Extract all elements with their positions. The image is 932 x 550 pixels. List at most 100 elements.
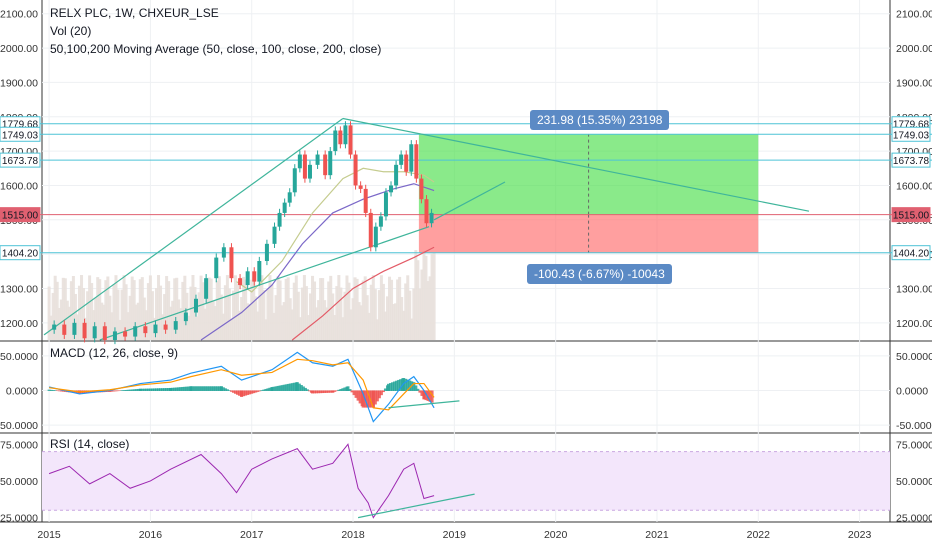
volume-bar (248, 304, 252, 340)
volume-bar (138, 279, 142, 340)
price-tick-label-left: 1200.00 (0, 318, 38, 330)
volume-bar (242, 276, 246, 340)
volume-bar (256, 311, 260, 340)
macd-histogram-bar (211, 386, 215, 391)
macd-histogram-bar (420, 390, 424, 396)
macd-histogram-bar (126, 389, 130, 391)
volume-bar (167, 281, 171, 340)
level-tag-left (0, 207, 41, 223)
macd-histogram-bar (122, 390, 126, 391)
macd-histogram-bar (358, 390, 362, 404)
candle-body (315, 154, 320, 165)
macd-histogram-bar (292, 382, 296, 391)
candle-body (173, 321, 178, 330)
level-label-right: 1673.78 (893, 156, 930, 167)
volume-bar (337, 275, 341, 340)
volume-bar (315, 307, 319, 340)
macd-histogram-bar (327, 390, 331, 393)
macd-histogram-bar (317, 390, 321, 394)
macd-histogram-bar (130, 389, 134, 391)
candle-body (277, 212, 282, 227)
volume-bar (430, 253, 434, 340)
volume-bar (406, 275, 410, 340)
macd-histogram-bar (284, 384, 288, 391)
volume-bar (246, 303, 250, 340)
macd-histogram-bar (286, 383, 290, 391)
macd-histogram-bar (163, 388, 167, 391)
macd-histogram-bar (225, 389, 229, 391)
volume-bar (288, 298, 292, 340)
candle-body (297, 154, 302, 169)
volume-bar (201, 282, 205, 340)
time-tick-label: 2019 (443, 529, 467, 541)
volume-bar (236, 283, 240, 340)
volume-bar (432, 252, 436, 340)
volume-bar (420, 269, 424, 340)
macd-histogram-bar (229, 390, 233, 392)
macd-tick-left: 0.0000 (6, 385, 38, 397)
volume-bar (274, 295, 278, 340)
rsi-tick-right: 50.0000 (896, 476, 932, 488)
macd-histogram-bar (418, 390, 422, 393)
volume-bar (114, 275, 118, 340)
volume-bar (426, 281, 430, 340)
volume-bar (108, 295, 112, 340)
volume-indicator-label: Vol (20) (50, 24, 92, 38)
volume-bar (183, 275, 187, 340)
volume-bar (215, 280, 219, 340)
macd-histogram-bar (280, 385, 284, 391)
volume-bar (165, 276, 169, 340)
macd-histogram-bar (391, 382, 395, 391)
volume-bar (102, 304, 106, 340)
candle-body (378, 216, 383, 227)
level-tag-right (891, 245, 931, 261)
volume-bar (351, 298, 355, 340)
macd-histogram-bar (197, 386, 201, 391)
volume-bar (187, 315, 191, 340)
macd-histogram-bar (352, 390, 356, 396)
macd-histogram-bar (71, 390, 75, 393)
volume-bar (244, 279, 248, 340)
macd-line (48, 351, 435, 423)
macd-histogram-bar (264, 388, 268, 391)
volume-bar (402, 310, 406, 340)
macd-histogram-bar (57, 390, 61, 392)
level-tag-right (891, 207, 931, 223)
volume-bar (424, 255, 428, 340)
price-tick-label-right: 1900.00 (896, 77, 932, 89)
macd-histogram-bar (297, 383, 301, 391)
candle-body (163, 324, 168, 330)
macd-histogram-bar (301, 386, 305, 391)
volume-bar (98, 279, 102, 340)
volume-bar (47, 286, 51, 340)
macd-histogram-bar (236, 390, 240, 395)
volume-bar (238, 310, 242, 340)
plot-background (42, 0, 890, 522)
volume-bar (175, 277, 179, 340)
volume-bar (341, 317, 345, 340)
macd-histogram-bar (142, 388, 146, 391)
volume-bar (142, 297, 146, 340)
volume-bar (298, 317, 302, 340)
macd-histogram-bar (154, 388, 158, 391)
volume-bar (381, 283, 385, 340)
macd-histogram-bar (348, 389, 352, 391)
candle-body (112, 331, 117, 340)
candle-body (102, 326, 107, 340)
macd-histogram-bar (254, 390, 258, 393)
moving-average-label: 50,100,200 Moving Average (50, close, 10… (50, 42, 382, 56)
volume-bar (118, 319, 122, 340)
macd-histogram-bar (278, 385, 282, 391)
volume-bar (49, 315, 53, 340)
macd-histogram-bar (416, 388, 420, 391)
candle-body (307, 164, 312, 179)
volume-bar (410, 318, 414, 340)
volume-bar (219, 294, 223, 340)
macd-histogram-bar (393, 381, 397, 391)
macd-histogram-bar (244, 390, 248, 396)
volume-bar (122, 275, 126, 340)
macd-histogram-bar (373, 390, 377, 405)
candle-body (229, 247, 234, 279)
level-label-left: 1515.00 (2, 211, 39, 222)
